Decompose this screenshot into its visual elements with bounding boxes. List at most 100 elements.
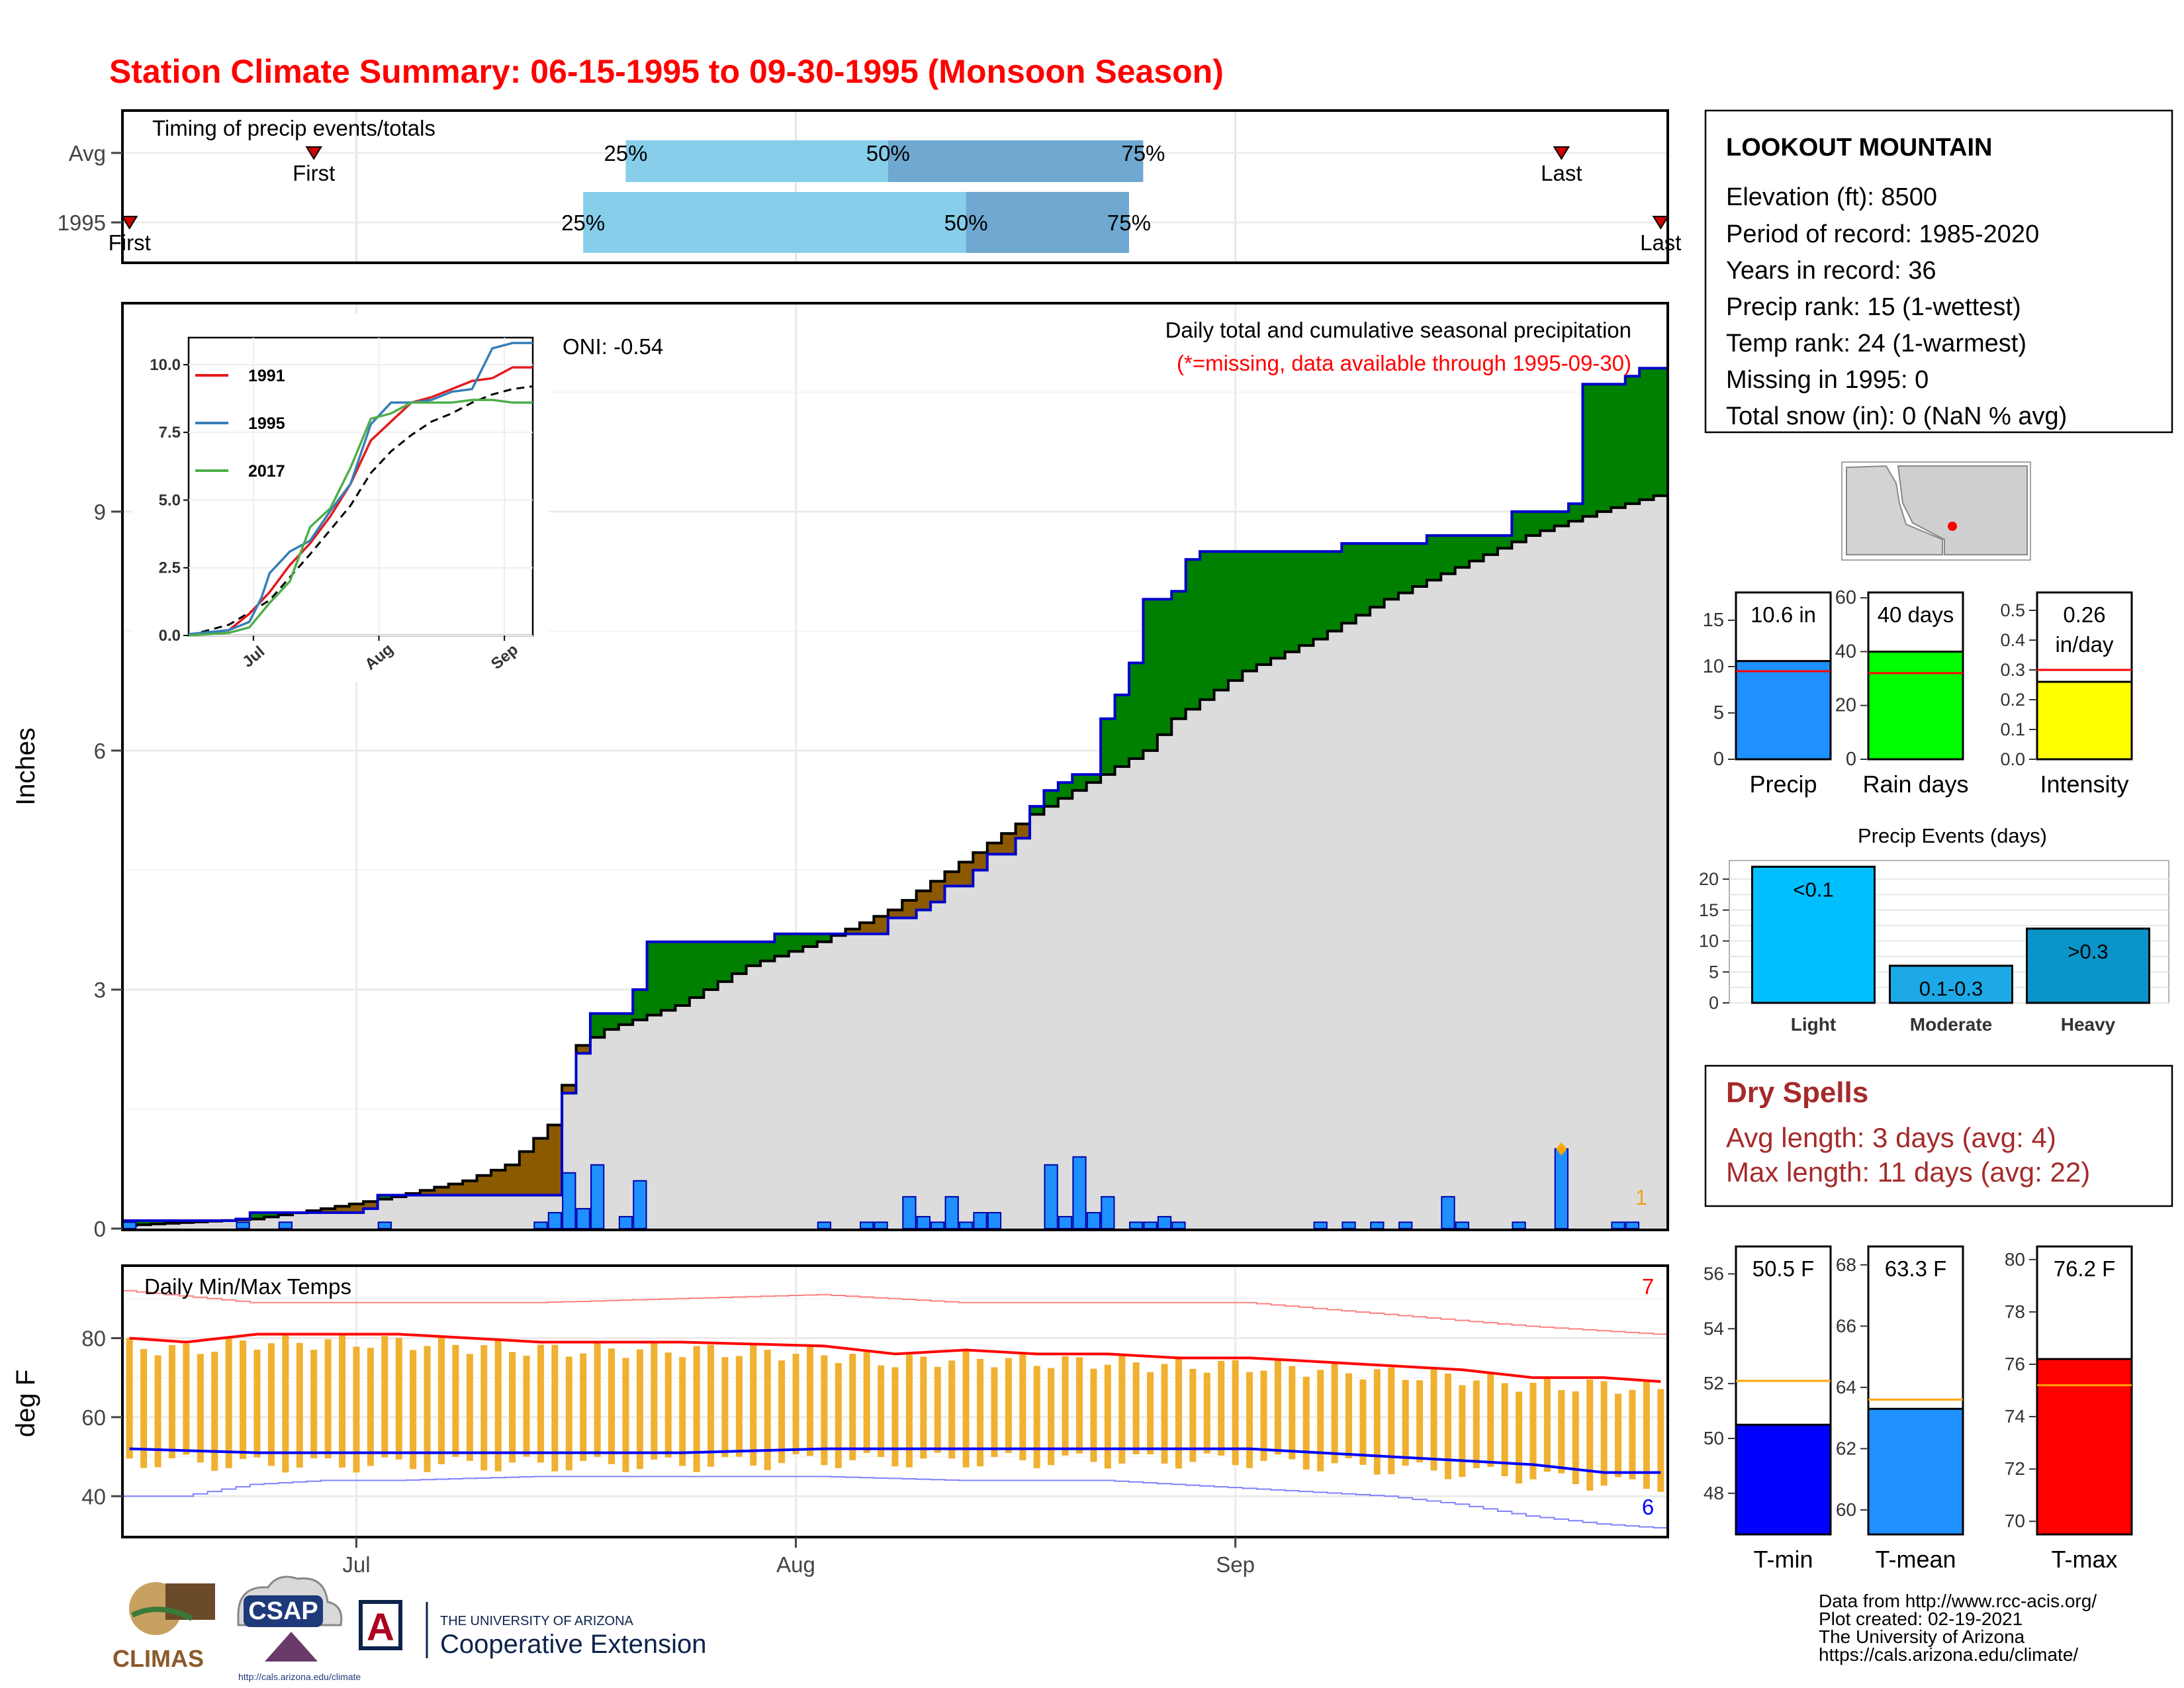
precip-surplus-71 [1115, 694, 1130, 767]
bar-value-tmean [1867, 1407, 1964, 1536]
missing-data-marker [1556, 1142, 1567, 1156]
bar-value-label-rain-days: 40 days [1878, 602, 1954, 627]
station-temp-rank: Temp rank: 24 (1-warmest) [1726, 330, 2026, 357]
temp-frame [121, 1264, 1669, 1538]
temp-daily-bar-17 [353, 1346, 360, 1473]
csap-logo-badge [244, 1595, 323, 1627]
csap-logo: CSAP http://cals.arizona.edu/climate [237, 1575, 361, 1682]
temp-daily-bar-96 [1473, 1380, 1480, 1468]
precip-events-panel: Precip Events (days) 0 5 10 15 20 <0.1 Light 0.… [1699, 824, 2169, 1035]
precip-deficit-64 [1015, 823, 1030, 839]
precip-avg-line [122, 494, 1668, 1227]
temp-daily-bar-21 [410, 1350, 417, 1470]
bar-ytick-label-tmax-1: 72 [2005, 1458, 2025, 1479]
temp-daily-bar-101 [1543, 1378, 1551, 1472]
timing-pct-label-1-0: 25% [561, 211, 605, 235]
bar-ytick-label-rain-days-1: 20 [1835, 695, 1856, 716]
daily-precip-bar-57 [916, 1215, 931, 1229]
station-location-marker [1948, 522, 1957, 531]
bar-value-intensity [2036, 680, 2133, 761]
csap-logo-url: http://cals.arizona.edu/climate [238, 1671, 361, 1682]
record-low-line [122, 1476, 1668, 1529]
temp-daily-bar-94 [1444, 1374, 1451, 1479]
temp-daily-bar-67 [1062, 1356, 1069, 1456]
inset-legend-label-1991: 1991 [248, 367, 285, 385]
precip-surplus-45 [746, 941, 761, 966]
daily-precip-bar-56 [902, 1196, 917, 1229]
precip-ytick-label-3: 9 [94, 500, 106, 524]
precip-surplus-11 [264, 1212, 279, 1217]
bar-ytick-label-tmin-2: 52 [1704, 1373, 1724, 1393]
station-snow: Total snow (in): 0 (NaN % avg) [1726, 402, 2067, 430]
precip-deficit-22 [420, 1190, 435, 1196]
events-category-label-heavy: Heavy [2061, 1014, 2116, 1035]
temp-daily-bar-29 [523, 1356, 530, 1457]
temp-daily-bar-32 [565, 1356, 572, 1471]
temp-daily-bar-66 [1048, 1368, 1055, 1466]
climas-logo: CLIMAS [113, 1582, 215, 1672]
precip-surplus-73 [1143, 599, 1158, 751]
temp-daily-bar-19 [381, 1336, 388, 1458]
bar-ytick-label-rain-days-3: 60 [1835, 587, 1856, 608]
temp-daily-bar-43 [721, 1357, 729, 1458]
inset-ytick-label-2: 5.0 [159, 491, 181, 509]
temp-daily-bar-109 [1657, 1389, 1664, 1492]
precip-deficit-54 [874, 916, 889, 934]
events-bar-label-moderate: 0.1-0.3 [1919, 977, 1983, 1000]
temp-daily-bar-107 [1629, 1389, 1636, 1479]
daily-precip-bar-66 [1044, 1164, 1058, 1229]
precip-surplus-35 [604, 1013, 619, 1030]
daily-precip-bar-32 [562, 1172, 576, 1230]
temp-daily-bar-57 [920, 1356, 927, 1459]
month-axis: Jul Aug Sep [342, 1537, 1255, 1577]
daily-precip-bar-91 [1398, 1221, 1413, 1230]
timing-pct-label-0-1: 50% [866, 141, 910, 165]
precip-surplus-86 [1327, 551, 1342, 632]
csap-mountain-icon [265, 1632, 318, 1662]
bar-ytick-label-precip-3: 15 [1703, 610, 1724, 631]
bar-ytick-label-tmin-3: 54 [1704, 1318, 1724, 1338]
events-category-label-light: Light [1791, 1014, 1836, 1035]
temp-daily-bar-72 [1132, 1362, 1140, 1455]
temp-daily-bar-61 [977, 1358, 984, 1467]
bar-ytick-label-precip-1: 5 [1713, 702, 1724, 724]
ua-logo-line1: THE UNIVERSITY OF ARIZONA [440, 1614, 634, 1628]
temp-daily-bar-12 [282, 1334, 289, 1473]
daily-precip-bar-89 [1370, 1221, 1385, 1230]
precip-surplus-105 [1596, 384, 1612, 512]
bar-value-rain-days [1867, 650, 1964, 761]
credit-data-source: Data from http://www.rcc-acis.org/ [1819, 1591, 2097, 1611]
bar-axis-label-intensity: Intensity [2040, 771, 2128, 798]
temp-daily-bar-7 [211, 1351, 218, 1471]
bar-ytick-label-tmax-4: 78 [2005, 1301, 2025, 1322]
precip-surplus-95 [1455, 536, 1470, 568]
events-ytick-label-4: 20 [1699, 869, 1719, 889]
precip-deficit-60 [958, 862, 974, 886]
footer: Data from http://www.rcc-acis.org/ Plot … [113, 1575, 2097, 1682]
precip-surplus-67 [1058, 782, 1073, 799]
temp-title: Daily Min/Max Temps [144, 1274, 351, 1299]
dry-spells-max: Max length: 11 days (avg: 22) [1726, 1156, 2090, 1188]
precip-surplus-104 [1582, 384, 1598, 517]
temp-daily-bar-36 [622, 1358, 629, 1472]
temp-daily-bar-14 [310, 1350, 318, 1459]
precip-surplus-103 [1569, 503, 1583, 522]
bar-ytick-label-tmax-0: 70 [2005, 1511, 2025, 1531]
events-bar-moderate [1889, 964, 2013, 1004]
daily-precip-bar-94 [1441, 1196, 1455, 1229]
precip-surplus-93 [1426, 536, 1441, 581]
daily-precip-bar-62 [987, 1211, 1002, 1229]
precip-deficit-32 [562, 1085, 577, 1094]
events-ytick-label-0: 0 [1709, 993, 1719, 1013]
precip-surplus-68 [1072, 774, 1087, 791]
temp-daily-bar-59 [948, 1360, 956, 1459]
temp-daily-bar-16 [339, 1335, 346, 1468]
temp-daily-bar-55 [891, 1367, 899, 1467]
bar-ytick-label-tmean-3: 66 [1836, 1315, 1856, 1336]
precip-surplus-10 [250, 1212, 265, 1219]
temp-daily-bar-2 [140, 1348, 148, 1468]
missing-count: 1 [1635, 1186, 1647, 1209]
